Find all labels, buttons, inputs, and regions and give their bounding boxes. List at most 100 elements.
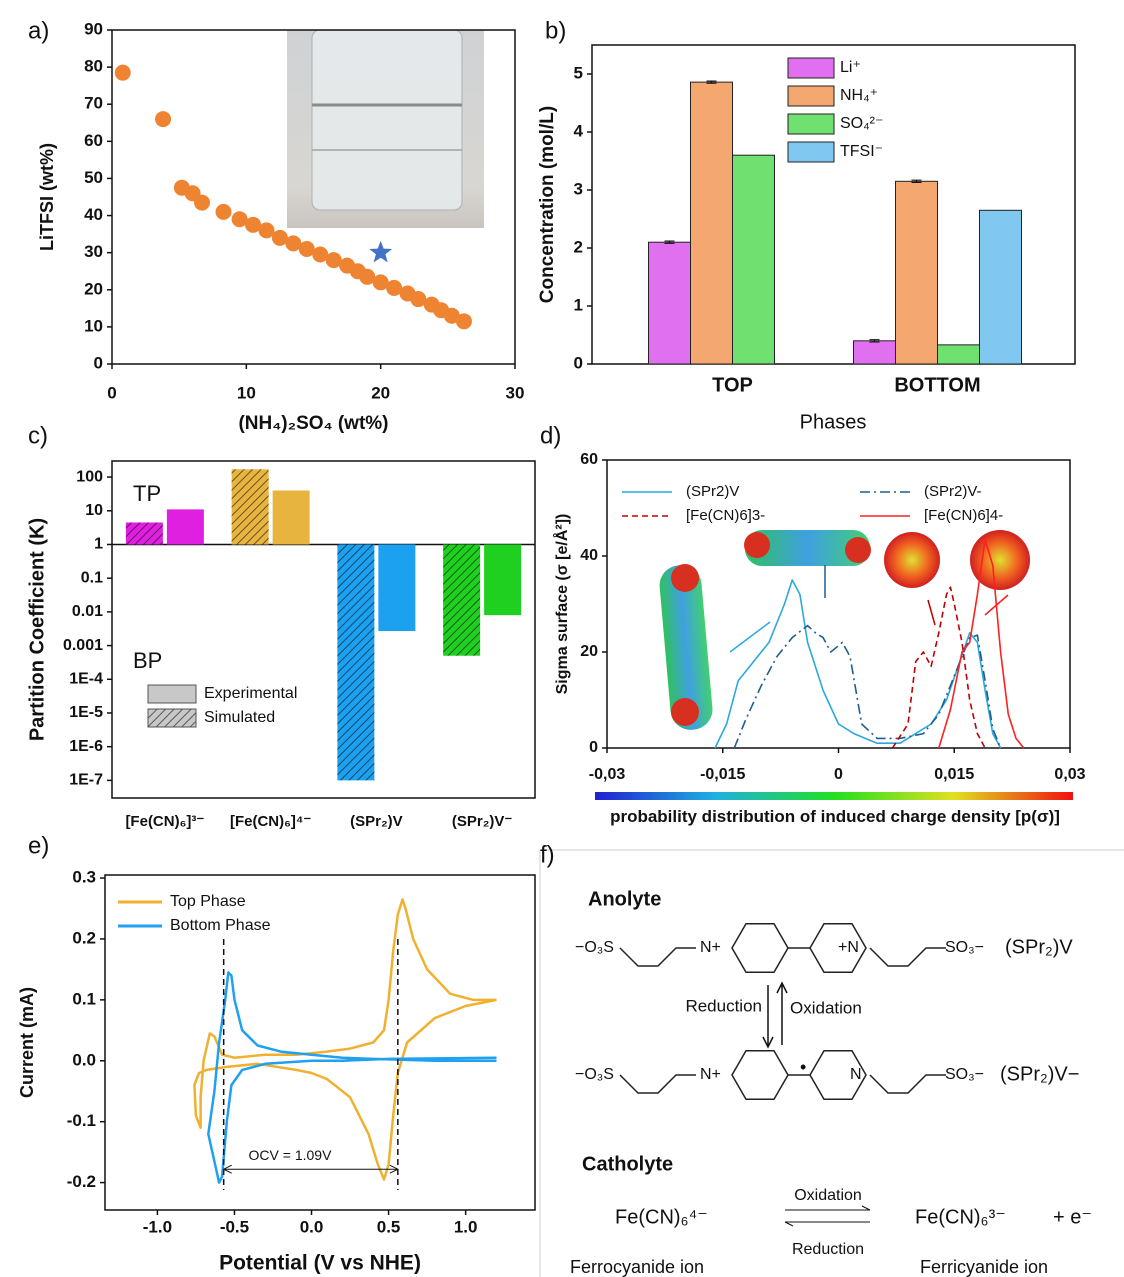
x-tick-label: BOTTOM	[894, 374, 980, 396]
scheme-text: Oxidation	[794, 1187, 862, 1204]
annotation-arrow	[222, 1164, 399, 1174]
point	[455, 313, 472, 330]
ring	[731, 923, 789, 973]
legend-label: SO₄²⁻	[840, 115, 883, 132]
y-tick-label: 4	[574, 121, 584, 140]
x-tick-label: 10	[237, 383, 256, 402]
y-tick-label: 10	[84, 316, 103, 335]
y-tick-label: 10	[85, 502, 103, 519]
x-tick-label: 1.0	[454, 1217, 478, 1236]
y-axis-label: Concentration (mol/L)	[537, 106, 558, 303]
point	[258, 222, 275, 239]
x-tick-label: 0	[107, 383, 116, 402]
y-tick-label: 3	[574, 179, 583, 198]
y-tick-label: 60	[84, 131, 103, 150]
panel-label: b)	[545, 17, 566, 44]
x-tick-label: 0,03	[1054, 766, 1085, 783]
y-tick-label: -0.1	[67, 1111, 96, 1130]
chain	[869, 947, 946, 967]
legend-swatch	[147, 708, 197, 728]
y-tick-label: 30	[84, 242, 103, 261]
point	[312, 246, 329, 263]
legend-label: Simulated	[204, 709, 275, 726]
y-tick-label: 1E-4	[69, 670, 103, 687]
y-tick-label: 70	[84, 94, 103, 113]
legend-label: Li⁺	[840, 59, 861, 76]
y-tick-label: 0	[94, 353, 103, 372]
point	[298, 240, 315, 257]
y-tick-label: 50	[84, 168, 103, 187]
scheme-text: SO₃−	[945, 939, 984, 956]
x-tick-label: 0.5	[377, 1217, 401, 1236]
y-tick-label: 0.0	[72, 1050, 96, 1069]
panel-label: d)	[540, 422, 561, 449]
scheme-text: N+	[700, 1066, 721, 1083]
x-tick-label: 0	[834, 766, 843, 783]
series-line	[733, 624, 1002, 749]
y-tick-label: 1E-6	[69, 738, 103, 755]
point	[386, 279, 403, 296]
panel-label: e)	[28, 832, 49, 859]
x-tick-label: TOP	[712, 374, 753, 396]
scheme-text: (SPr₂)V−	[1000, 1063, 1079, 1085]
legend-swatch	[787, 85, 835, 107]
d-x-axis-label: probability distribution of induced char…	[610, 807, 1060, 826]
legend-label: [Fe(CN)6]3-	[686, 507, 765, 524]
error-bar	[706, 80, 717, 84]
x-tick-label: 20	[371, 383, 390, 402]
point	[231, 211, 248, 228]
scheme-text: •	[800, 1057, 806, 1077]
series-line	[193, 898, 497, 1181]
bar	[337, 544, 375, 781]
legend-label: [Fe(CN)6]4-	[924, 507, 1003, 524]
error-bar	[869, 339, 880, 343]
point	[359, 268, 376, 285]
bar	[443, 544, 481, 656]
arrow-forward	[785, 1205, 871, 1211]
y-tick-label: 0.001	[63, 637, 103, 654]
y-tick-label: 80	[84, 57, 103, 76]
legend-label: Experimental	[204, 685, 297, 702]
legend-label: NH₄⁺	[840, 87, 878, 104]
scheme-text: Fe(CN)₆³⁻	[915, 1206, 1006, 1228]
y-tick-label: 0.1	[81, 569, 103, 586]
plot-frame	[591, 44, 1076, 365]
scheme-text: f)	[540, 841, 555, 868]
x-tick-label: -0,015	[700, 766, 745, 783]
x-tick-label: [Fe(CN)₆]⁴⁻	[230, 813, 311, 830]
scheme-text: N+	[700, 939, 721, 956]
y-tick-label: 0	[589, 739, 598, 756]
annotation: OCV = 1.09V	[249, 1147, 333, 1163]
legend-swatch	[787, 141, 835, 163]
y-axis-label: Sigma surface (σ [e/Å²])	[552, 514, 571, 695]
legend-label: TFSI⁻	[840, 143, 883, 160]
y-axis-label: Current (mA)	[17, 987, 37, 1098]
point	[271, 229, 288, 246]
panel-label: c)	[28, 422, 48, 449]
point	[155, 111, 172, 128]
y-tick-label: 0.1	[72, 989, 96, 1008]
point	[114, 64, 131, 81]
scheme-text: Anolyte	[588, 888, 661, 910]
series-line	[891, 586, 986, 749]
y-tick-label: 100	[76, 468, 103, 485]
plot-frame	[104, 874, 536, 1211]
y-tick-label: 1	[94, 536, 103, 553]
y-tick-label: 2	[574, 237, 583, 256]
x-tick-label: -0,03	[589, 766, 626, 783]
scheme-text: Fe(CN)₆⁴⁻	[615, 1206, 708, 1228]
arrow-down	[762, 985, 774, 1049]
scheme-text: −O₃S	[575, 1066, 614, 1083]
series-line	[714, 579, 1002, 749]
bar	[166, 509, 204, 545]
y-tick-label: 40	[84, 205, 103, 224]
scheme-text: SO₃−	[945, 1066, 984, 1083]
panel-label: a)	[28, 17, 49, 44]
y-tick-label: 20	[580, 643, 598, 660]
y-tick-label: 0.3	[72, 868, 96, 887]
legend-label: Top Phase	[170, 893, 246, 910]
bar	[895, 180, 938, 365]
x-axis-label: Phases	[800, 411, 867, 433]
x-tick-label: -1.0	[143, 1217, 172, 1236]
